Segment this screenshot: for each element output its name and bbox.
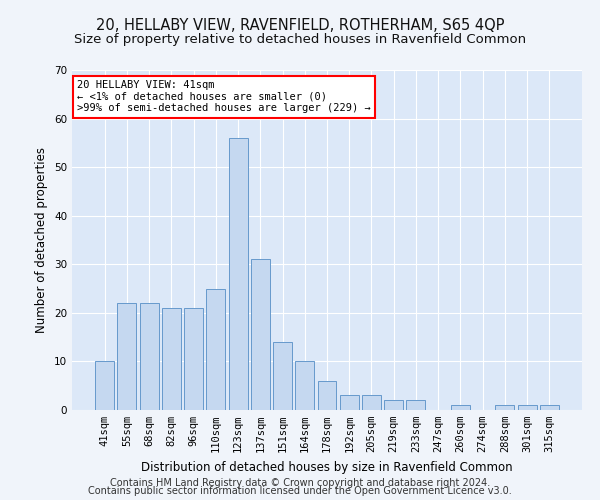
Bar (295, 362, 314, 410)
Bar (118, 303, 136, 410)
Text: Size of property relative to detached houses in Ravenfield Common: Size of property relative to detached ho… (74, 32, 526, 46)
Bar (518, 405, 536, 410)
Bar (362, 396, 381, 410)
Bar (140, 303, 158, 410)
Text: Contains HM Land Registry data © Crown copyright and database right 2024.: Contains HM Land Registry data © Crown c… (110, 478, 490, 488)
Bar (406, 400, 425, 410)
Bar (451, 405, 470, 410)
Text: 20, HELLABY VIEW, RAVENFIELD, ROTHERHAM, S65 4QP: 20, HELLABY VIEW, RAVENFIELD, ROTHERHAM,… (96, 18, 504, 32)
Text: Contains public sector information licensed under the Open Government Licence v3: Contains public sector information licen… (88, 486, 512, 496)
Bar (206, 288, 225, 410)
Bar (340, 396, 359, 410)
Bar (540, 405, 559, 410)
X-axis label: Distribution of detached houses by size in Ravenfield Common: Distribution of detached houses by size … (141, 460, 513, 473)
Bar (496, 405, 514, 410)
Bar (251, 260, 270, 410)
Bar (162, 308, 181, 410)
Bar (384, 400, 403, 410)
Bar (229, 138, 248, 410)
Bar (184, 308, 203, 410)
Text: 20 HELLABY VIEW: 41sqm
← <1% of detached houses are smaller (0)
>99% of semi-det: 20 HELLABY VIEW: 41sqm ← <1% of detached… (77, 80, 371, 114)
Bar (317, 381, 337, 410)
Bar (95, 362, 114, 410)
Y-axis label: Number of detached properties: Number of detached properties (35, 147, 49, 333)
Bar (273, 342, 292, 410)
